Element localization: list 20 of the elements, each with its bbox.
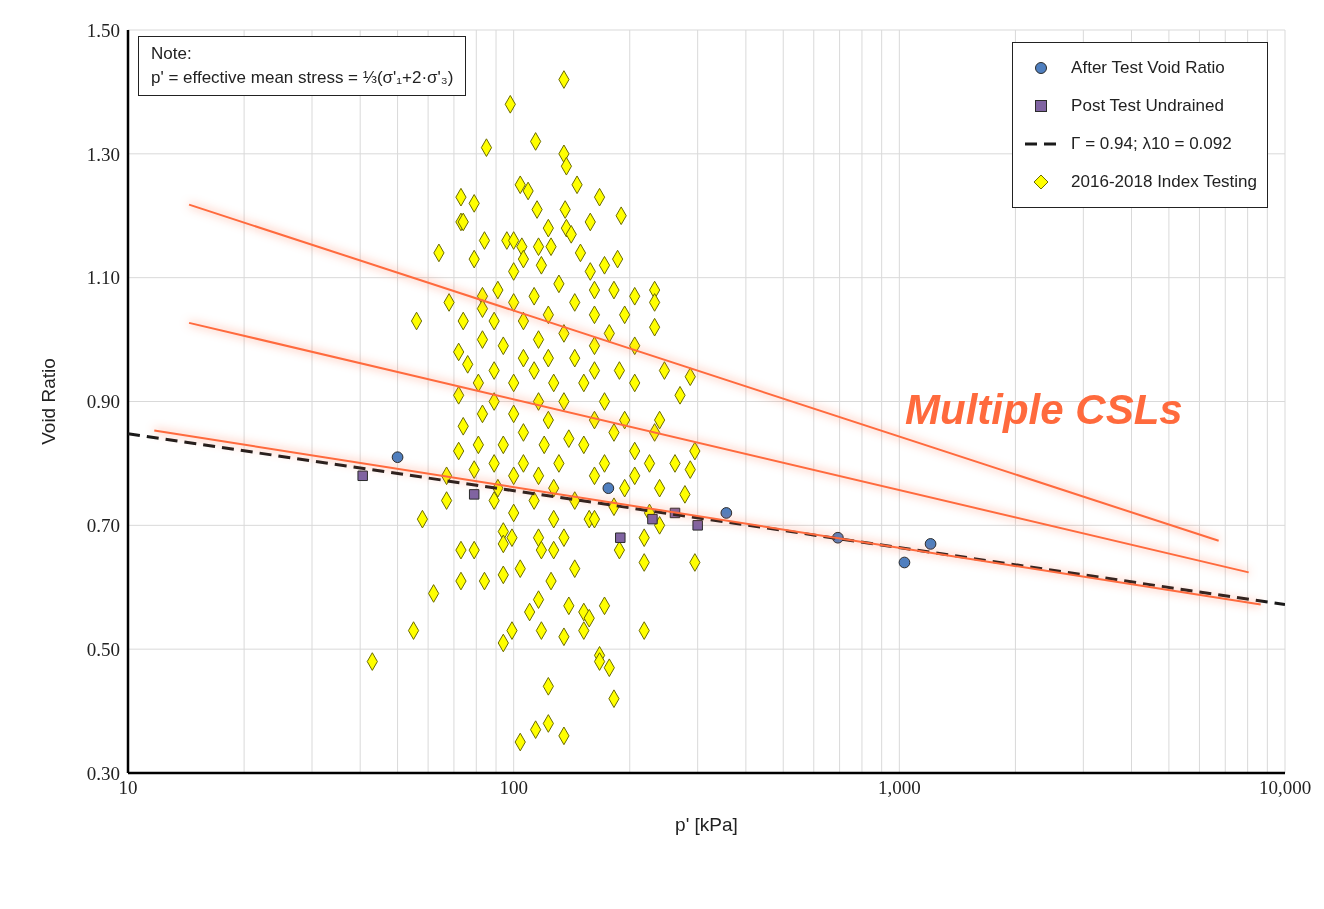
y-tick-label: 0.70 xyxy=(86,515,120,537)
legend-label: Γ = 0.94; λ10 = 0.092 xyxy=(1071,134,1232,154)
y-tick-label: 1.50 xyxy=(86,19,120,41)
y-tick-label: 1.10 xyxy=(86,267,120,289)
y-tick-label: 0.90 xyxy=(86,391,120,413)
annotation: Note: p' = effective mean stress = ⅓(σ'₁+2·σ'₃) xyxy=(151,43,454,89)
y-tick-label: 0.30 xyxy=(86,762,120,784)
x-axis-title: p' [kPa] xyxy=(675,814,738,835)
y-tick-label: 1.30 xyxy=(86,143,120,165)
legend-label: 2016-2018 Index Testing xyxy=(1071,172,1257,192)
note-box: Note: p' = effective mean stress = ⅓(σ'₁+2·σ'₃) xyxy=(138,36,467,96)
x-tick-label: 100 xyxy=(499,777,528,799)
annotation: Multiple CSLs xyxy=(905,386,1183,434)
x-tick-label: 10 xyxy=(118,777,138,799)
y-axis-title: Void Ratio xyxy=(37,358,59,445)
legend-label: Post Test Undrained xyxy=(1071,96,1224,116)
y-tick-label: 0.50 xyxy=(86,638,120,660)
x-tick-label: 1,000 xyxy=(877,777,921,799)
x-tick-label: 10,000 xyxy=(1258,777,1312,799)
legend-label: After Test Void Ratio xyxy=(1071,58,1225,78)
